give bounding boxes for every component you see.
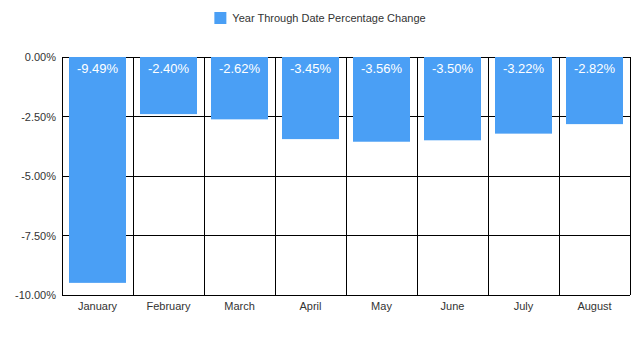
legend-label: Year Through Date Percentage Change — [232, 12, 425, 24]
bar — [282, 57, 339, 139]
category-separator — [62, 57, 63, 295]
category-separator — [133, 57, 134, 295]
grid-line — [62, 295, 630, 296]
category-separator — [275, 57, 276, 295]
data-label: -2.40% — [148, 61, 190, 76]
bar — [353, 57, 410, 142]
bar — [140, 57, 197, 114]
category-separator — [559, 57, 560, 295]
bars — [69, 57, 623, 283]
data-label: -3.22% — [503, 61, 545, 76]
x-tick-label: July — [514, 300, 534, 312]
bar — [495, 57, 552, 134]
grid — [62, 57, 630, 295]
x-tick-label: June — [441, 300, 465, 312]
y-tick-label: -10.00% — [15, 289, 56, 301]
category-separator — [417, 57, 418, 295]
x-tick-label: March — [224, 300, 255, 312]
data-labels: -9.49% -2.40% -2.62% -3.45% -3.56% -3.50% -3.2… — [77, 61, 616, 76]
bar — [424, 57, 481, 140]
x-tick-label: August — [577, 300, 611, 312]
legend: Year Through Date Percentage Change — [214, 12, 425, 24]
y-tick-label: -2.50% — [21, 111, 56, 123]
y-tick-label: -5.00% — [21, 170, 56, 182]
data-label: -3.50% — [432, 61, 474, 76]
x-tick-label: January — [78, 300, 118, 312]
x-tick-label: April — [299, 300, 321, 312]
y-tick-label: 0.00% — [25, 51, 56, 63]
data-label: -2.82% — [574, 61, 616, 76]
data-label: -2.62% — [219, 61, 261, 76]
data-label: -3.45% — [290, 61, 332, 76]
data-label: -3.56% — [361, 61, 403, 76]
category-separator — [488, 57, 489, 295]
bar — [211, 57, 268, 119]
x-tick-label: February — [146, 300, 191, 312]
data-label: -9.49% — [77, 61, 119, 76]
bar — [69, 57, 126, 283]
y-tick-label: -7.50% — [21, 230, 56, 242]
category-separator — [346, 57, 347, 295]
axis-line — [62, 295, 630, 296]
legend-swatch — [214, 12, 226, 24]
chart-svg: 0.00% -2.50% -5.00% -7.50% -10.00% -9.49% -2.4… — [0, 0, 640, 340]
category-separator — [630, 57, 631, 295]
chart-root: 0.00% -2.50% -5.00% -7.50% -10.00% -9.49% -2.4… — [0, 0, 640, 340]
category-separator — [204, 57, 205, 295]
x-tick-label: May — [371, 300, 392, 312]
bar — [566, 57, 623, 124]
